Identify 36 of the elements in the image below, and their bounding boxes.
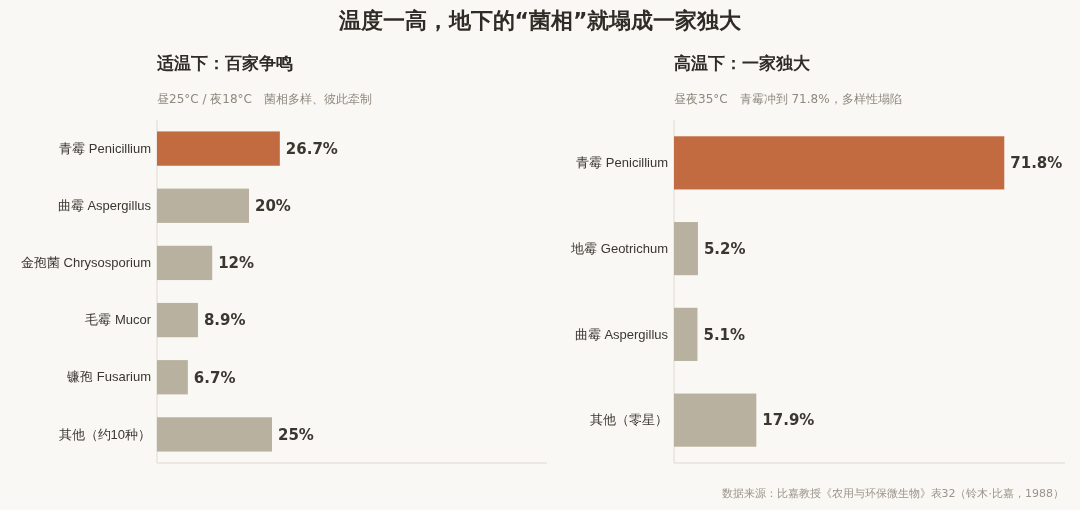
y-tick-label: 地霉 Geotrichum (570, 240, 668, 256)
y-tick-label: 其他（零星） (590, 412, 668, 428)
data-label: 17.9% (762, 411, 815, 430)
data-label: 5.1% (703, 325, 746, 344)
data-label: 6.7% (193, 368, 236, 387)
bar (157, 417, 272, 452)
data-label: 8.9% (203, 311, 246, 330)
data-label: 5.2% (703, 239, 746, 258)
data-label: 26.7% (285, 139, 338, 158)
bar (674, 136, 1005, 190)
y-tick-label: 镰孢 Fusarium (66, 369, 151, 385)
chart-title: 适温下：百家争鸣 (156, 53, 293, 73)
y-tick-label: 青霉 Penicillium (576, 155, 668, 171)
chart-subtitle: 昼夜35°C 青霉冲到 71.8%，多样性塌陷 (674, 92, 902, 106)
bar (674, 222, 698, 276)
data-label: 12% (218, 254, 255, 273)
chart-subtitle: 昼25°C / 夜18°C 菌相多样、彼此牵制 (157, 92, 372, 106)
bar (157, 131, 280, 166)
bar (157, 245, 213, 281)
data-label: 71.8% (1010, 154, 1063, 173)
chart-title: 高温下：一家独大 (674, 53, 811, 73)
data-label: 25% (278, 425, 314, 444)
data-label: 20% (255, 197, 291, 215)
bar (157, 302, 198, 338)
y-tick-label: 金孢菌 Chrysosporium (20, 255, 151, 271)
text: 温度一高，地下的“菌相”就塌成一家独大 (337, 8, 743, 33)
bar (157, 188, 249, 223)
y-tick-label: 青霉 Penicillium (59, 140, 151, 156)
source-note: 数据来源：比嘉教授《农用与环保微生物》表32（铃木·比嘉，1988） (721, 487, 1064, 500)
y-tick-label: 曲霉 Aspergillus (57, 197, 152, 213)
y-tick-label: 毛霉 Mucor (85, 312, 152, 328)
bar (157, 360, 188, 395)
bar (674, 307, 698, 361)
y-tick-label: 曲霉 Aspergillus (574, 326, 669, 342)
bar (674, 393, 757, 447)
y-tick-label: 其他（约10种） (58, 426, 151, 442)
